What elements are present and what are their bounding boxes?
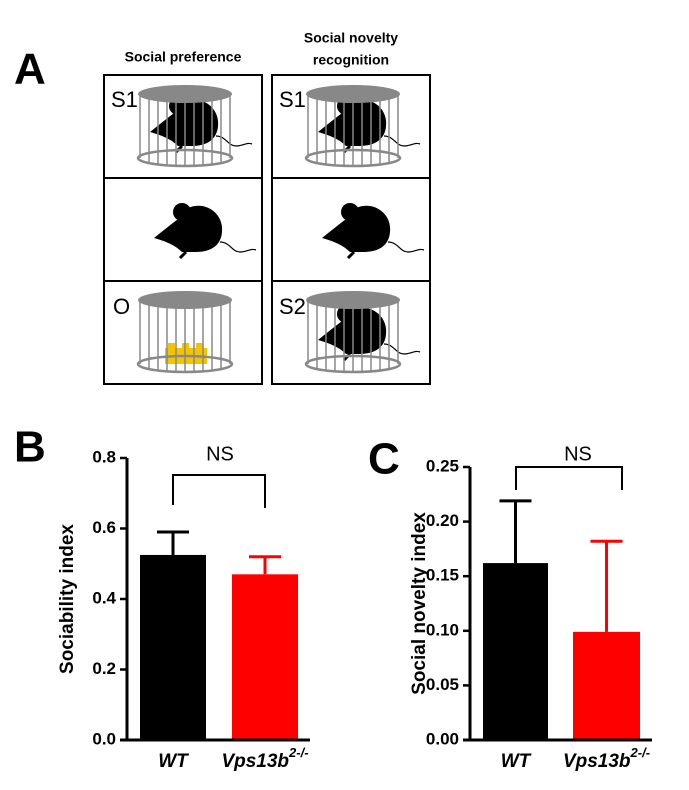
x-tick-label: WT (501, 751, 532, 772)
y-axis-label: Sociability index (57, 524, 78, 674)
x-tick-label: Vps13b2-/- (221, 745, 308, 772)
y-tick-label: 0.4 (92, 588, 116, 607)
mouse (152, 201, 258, 260)
mouse (320, 201, 426, 260)
annotation: NS (206, 443, 234, 465)
category-name: WT (501, 751, 532, 772)
y-tick-label: 0.05 (426, 675, 459, 694)
x-tick-label: Vps13b2-/- (563, 745, 650, 772)
x-tick-label: WT (158, 751, 189, 772)
bar (573, 631, 640, 740)
y-tick-label: 0.00 (426, 729, 459, 748)
bar (140, 554, 206, 740)
y-tick-label: 0.15 (426, 566, 459, 585)
cell-label: O (113, 294, 130, 319)
y-tick-label: 0.0 (92, 729, 116, 748)
significance-bracket (172, 474, 266, 508)
category-name: Vps13b (221, 751, 289, 772)
cell-label: S1 (111, 87, 138, 112)
panel-label: A (14, 45, 46, 94)
cage-with-mouse (304, 83, 422, 168)
bar (232, 574, 298, 740)
category-name: Vps13b (563, 751, 631, 772)
cage-with-object (136, 289, 234, 374)
y-tick-label: 0.10 (426, 620, 459, 639)
y-tick-label: 0.8 (92, 447, 116, 466)
category-superscript: 2-/- (288, 745, 309, 760)
diagram-grid (103, 74, 431, 385)
cell-label: S2 (279, 294, 306, 319)
panel-label: B (14, 423, 46, 472)
annotation: NS (564, 443, 592, 465)
category-name: WT (158, 751, 189, 772)
cell-label: S1 (279, 87, 306, 112)
cage-with-mouse (304, 289, 422, 374)
column-header: Social preference (125, 49, 242, 65)
cage-with-mouse (136, 83, 254, 168)
panel-label: C (368, 435, 400, 484)
y-tick-label: 0.6 (92, 518, 116, 537)
category-superscript: 2-/- (630, 745, 651, 760)
column-header: Social novelty (304, 30, 398, 46)
y-tick-label: 0.2 (92, 659, 116, 678)
y-tick-label: 0.20 (426, 511, 459, 530)
column-header: recognition (313, 52, 389, 68)
significance-bracket (515, 466, 623, 490)
y-axis-label: Social novelty index (409, 512, 430, 695)
y-tick-label: 0.25 (426, 456, 459, 475)
bar (483, 563, 548, 740)
